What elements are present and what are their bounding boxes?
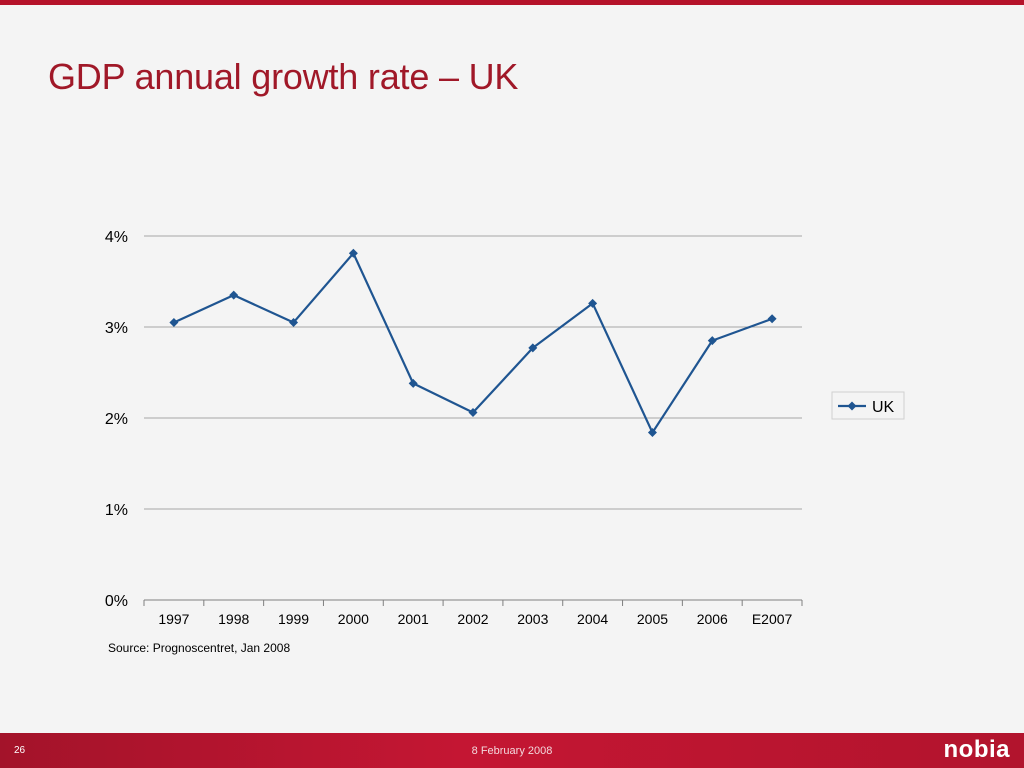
data-point	[408, 378, 418, 388]
x-tick-label: 1998	[218, 611, 249, 627]
x-tick-label: 2001	[398, 611, 429, 627]
legend-label: UK	[872, 399, 895, 416]
data-point	[468, 408, 478, 418]
legend-marker	[847, 401, 857, 411]
line-chart: 0% 1% 2% 3% 4% 1997 1998 1999 2000 2001 2002 2003 20…	[105, 229, 905, 627]
data-point	[229, 290, 239, 300]
x-tick-label: 2003	[517, 611, 548, 627]
x-tick-label: 1999	[278, 611, 309, 627]
data-point	[169, 317, 179, 327]
data-point	[348, 248, 358, 258]
footer-bar: 26 8 February 2008 nobia	[0, 733, 1024, 768]
data-point	[767, 314, 777, 324]
data-point	[588, 298, 598, 308]
x-tick-label: 2002	[457, 611, 488, 627]
source-note: Source: Prognoscentret, Jan 2008	[108, 641, 291, 655]
data-point	[528, 343, 538, 353]
y-tick-label: 4%	[105, 229, 128, 246]
x-tick-label: E2007	[752, 611, 793, 627]
series-line	[173, 252, 773, 434]
x-tick-label: 1997	[158, 611, 189, 627]
y-tick-label: 2%	[105, 411, 128, 428]
x-tick-label: 2004	[577, 611, 608, 627]
data-point	[707, 336, 717, 346]
legend: UK	[831, 391, 905, 420]
data-point	[289, 317, 299, 327]
footer-date: 8 February 2008	[471, 745, 553, 757]
top-accent-bar	[0, 0, 1024, 5]
x-tick-label: 2005	[637, 611, 668, 627]
y-tick-label: 3%	[105, 320, 128, 337]
x-tick-label: 2006	[697, 611, 728, 627]
x-tick-label: 2000	[338, 611, 369, 627]
page-number: 26	[14, 745, 26, 756]
brand-logo: nobia	[943, 736, 1010, 763]
y-tick-label: 1%	[105, 502, 128, 519]
page-title: GDP annual growth rate – UK	[48, 56, 519, 97]
y-tick-label: 0%	[105, 593, 128, 610]
data-point	[647, 428, 657, 438]
